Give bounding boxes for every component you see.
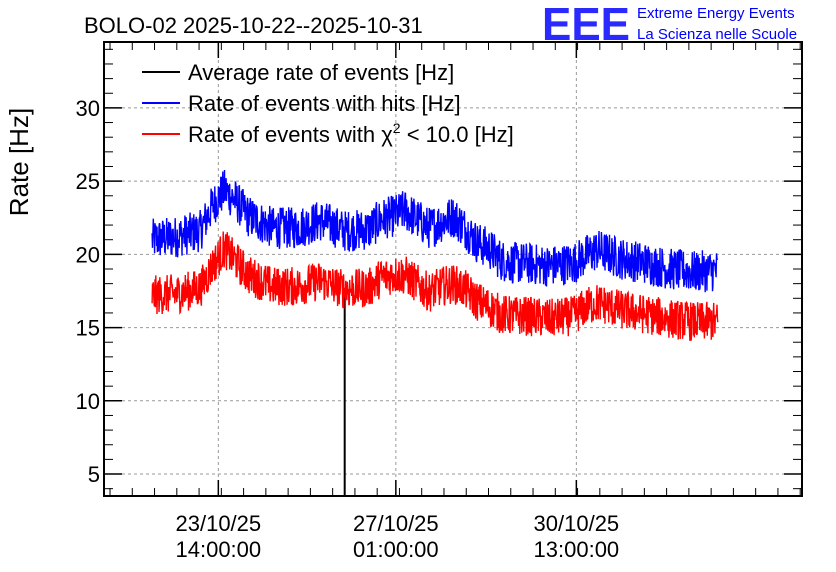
legend-label-average: Average rate of events [Hz] [188,60,454,85]
series-line-chi2 [151,231,719,341]
y-tick-label: 5 [88,462,100,487]
x-tick-time-label: 01:00:00 [353,537,439,562]
y-axis-label: Rate [Hz] [4,108,34,216]
legend-chi2-sup: 2 [393,120,401,136]
legend-chi2-symbol: χ [381,122,393,147]
y-tick-label: 20 [76,242,100,267]
eee-logo-line2: La Scienza nelle Scuole [637,26,797,43]
y-tick-label: 15 [76,316,100,341]
y-tick-label: 10 [76,389,100,414]
x-tick-time-label: 14:00:00 [176,537,262,562]
legend: Average rate of events [Hz] Rate of even… [142,60,514,147]
x-tick-date-label: 30/10/25 [534,511,620,536]
legend-label-hits: Rate of events with hits [Hz] [188,91,461,116]
eee-logo-line1: Extreme Energy Events [637,5,795,22]
legend-chi2-suffix: < 10.0 [Hz] [401,122,514,147]
axis-ticks [104,42,802,496]
series-line-hits [151,169,719,293]
legend-chi2-prefix: Rate of events with [188,122,381,147]
y-tick-label: 25 [76,169,100,194]
eee-logo-mark: EEE [542,0,630,50]
chart-title: BOLO-02 2025-10-22--2025-10-31 [84,13,423,38]
y-tick-label: 30 [76,96,100,121]
eee-logo: EEE Extreme Energy Events La Scienza nel… [542,0,797,50]
x-tick-date-label: 23/10/25 [176,511,262,536]
x-tick-time-label: 13:00:00 [534,537,620,562]
legend-label-chi2: Rate of events with χ2 < 10.0 [Hz] [188,120,514,147]
data-layer [151,169,719,496]
x-tick-date-label: 27/10/25 [353,511,439,536]
